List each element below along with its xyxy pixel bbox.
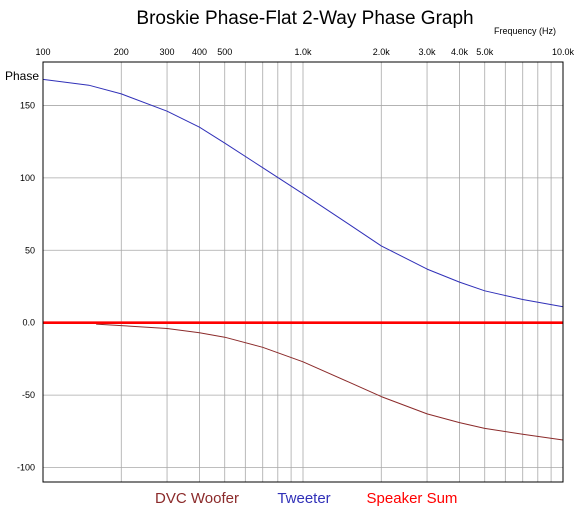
x-tick-label: 10.0k [552,47,575,57]
legend-label-tweeter: Tweeter [277,490,330,507]
y-tick-label: 150 [20,100,35,110]
x-axis-label: Frequency (Hz) [494,26,556,36]
x-tick-label: 400 [192,47,207,57]
y-tick-label: 50 [25,245,35,255]
y-tick-label: 100 [20,173,35,183]
grid [43,62,563,482]
x-tick-label: 5.0k [476,47,494,57]
x-tick-label: 2.0k [373,47,391,57]
series-lines [42,78,564,441]
series-line-dvc-woofer [96,323,564,441]
series-line-tweeter [42,78,564,308]
x-tick-label: 4.0k [451,47,469,57]
plot-frame [42,61,564,483]
x-tick-label: 100 [35,47,50,57]
x-tick-label: 300 [160,47,175,57]
legend-label-speaker-sum: Speaker Sum [367,490,458,507]
x-tick-label: 1.0k [294,47,312,57]
axis-ticks: 100 200 300 400 500 1.0k 2.0k 3.0k 4.0k 5.0k 10.0k… [17,47,575,473]
y-tick-label: -100 [17,463,35,473]
x-tick-label: 200 [114,47,129,57]
x-tick-label: 3.0k [419,47,437,57]
y-tick-label: -50 [22,390,35,400]
legend: DVC Woofer Tweeter Speaker Sum [155,490,457,507]
chart-title: Broskie Phase-Flat 2-Way Phase Graph [136,8,473,29]
x-tick-label: 500 [217,47,232,57]
legend-label-dvc-woofer: DVC Woofer [155,490,239,507]
y-tick-label: 0.0 [22,318,35,328]
y-axis-label: Phase [5,69,39,83]
